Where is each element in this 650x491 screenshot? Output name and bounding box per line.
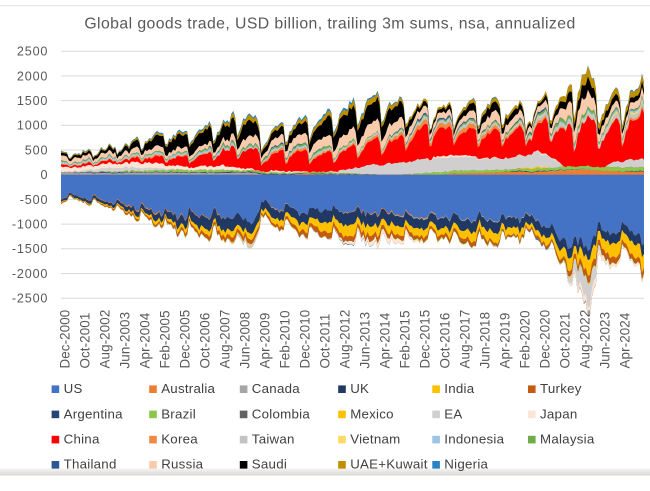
svg-text:Aug-2007: Aug-2007: [217, 310, 232, 369]
svg-text:Jun-2008: Jun-2008: [237, 312, 252, 369]
svg-text:Global goods trade, USD billio: Global goods trade, USD billion, trailin…: [84, 16, 575, 33]
svg-text:Vietnam: Vietnam: [350, 432, 400, 447]
svg-text:Oct-2006: Oct-2006: [197, 313, 212, 369]
svg-text:Jun-2013: Jun-2013: [357, 312, 372, 369]
svg-text:Malaysia: Malaysia: [540, 432, 595, 447]
svg-text:Oct-2016: Oct-2016: [437, 313, 452, 369]
svg-text:-2000: -2000: [12, 267, 48, 281]
svg-text:Australia: Australia: [161, 381, 215, 396]
svg-text:Apr-2004: Apr-2004: [137, 312, 152, 368]
svg-text:Nigeria: Nigeria: [444, 457, 488, 472]
svg-text:EA: EA: [444, 406, 462, 421]
svg-text:Aug-2017: Aug-2017: [457, 310, 472, 369]
svg-text:Japan: Japan: [540, 406, 577, 421]
svg-text:Dec-2000: Dec-2000: [57, 310, 72, 369]
svg-text:Feb-2010: Feb-2010: [277, 310, 292, 368]
svg-text:Taiwan: Taiwan: [252, 432, 295, 447]
svg-text:Apr-2009: Apr-2009: [257, 313, 272, 369]
svg-text:Mexico: Mexico: [350, 406, 394, 421]
svg-text:Jun-2018: Jun-2018: [477, 312, 492, 369]
svg-text:Oct-2001: Oct-2001: [77, 313, 92, 369]
svg-text:Apr-2014: Apr-2014: [377, 312, 392, 368]
svg-text:0: 0: [40, 168, 48, 182]
svg-text:1500: 1500: [17, 94, 48, 108]
svg-text:Russia: Russia: [161, 457, 203, 472]
svg-text:India: India: [444, 381, 474, 396]
svg-text:Colombia: Colombia: [252, 406, 311, 421]
svg-text:UAE+Kuwait: UAE+Kuwait: [350, 457, 428, 472]
svg-text:Brazil: Brazil: [161, 406, 196, 421]
svg-text:Oct-2011: Oct-2011: [317, 314, 332, 369]
svg-text:Feb-2005: Feb-2005: [157, 310, 172, 368]
svg-text:Korea: Korea: [161, 432, 198, 447]
svg-text:China: China: [64, 432, 100, 447]
svg-text:Dec-2005: Dec-2005: [177, 310, 192, 369]
svg-text:-1500: -1500: [12, 242, 48, 256]
svg-text:Jun-2023: Jun-2023: [597, 312, 612, 369]
svg-text:Oct-2021: Oct-2021: [557, 313, 572, 369]
svg-text:Apr-2019: Apr-2019: [497, 313, 512, 369]
svg-text:-1000: -1000: [12, 218, 48, 232]
svg-text:US: US: [64, 381, 83, 396]
svg-text:Saudi: Saudi: [252, 457, 287, 472]
svg-text:Aug-2002: Aug-2002: [97, 310, 112, 369]
svg-text:Jun-2003: Jun-2003: [117, 312, 132, 369]
svg-text:2500: 2500: [17, 45, 48, 59]
svg-text:Argentina: Argentina: [64, 406, 124, 421]
svg-text:-2500: -2500: [12, 292, 48, 306]
svg-text:-500: -500: [20, 193, 49, 207]
svg-text:1000: 1000: [17, 119, 48, 133]
svg-text:Feb-2015: Feb-2015: [397, 310, 412, 368]
svg-text:Dec-2010: Dec-2010: [297, 310, 312, 369]
svg-text:Feb-2020: Feb-2020: [517, 310, 532, 368]
svg-text:Indonesia: Indonesia: [444, 432, 504, 447]
svg-text:Dec-2015: Dec-2015: [417, 310, 432, 369]
svg-text:Canada: Canada: [252, 381, 300, 396]
svg-text:Apr-2024: Apr-2024: [617, 312, 632, 368]
svg-text:UK: UK: [350, 381, 369, 396]
svg-text:Turkey: Turkey: [540, 381, 582, 396]
svg-text:2000: 2000: [17, 69, 48, 83]
svg-text:Aug-2012: Aug-2012: [337, 310, 352, 369]
svg-text:Aug-2022: Aug-2022: [577, 310, 592, 369]
svg-text:Dec-2020: Dec-2020: [537, 310, 552, 369]
svg-text:Thailand: Thailand: [64, 457, 117, 472]
svg-text:500: 500: [25, 143, 49, 157]
